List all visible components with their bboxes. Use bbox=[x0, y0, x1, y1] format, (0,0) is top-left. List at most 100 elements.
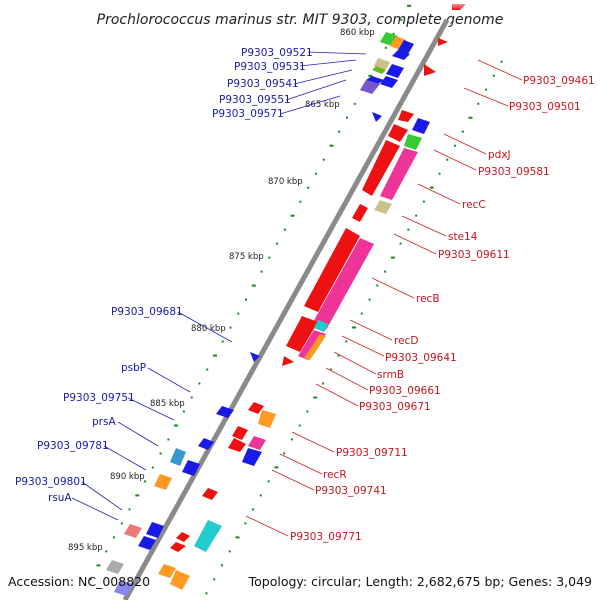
tick-mark bbox=[221, 340, 224, 343]
tick-mark bbox=[144, 480, 147, 483]
gene-arrow[interactable] bbox=[170, 570, 190, 590]
gene-label-right[interactable]: recC bbox=[462, 199, 486, 211]
gene-label-left[interactable]: P9303_09781 bbox=[37, 440, 109, 452]
gene-arrow[interactable] bbox=[258, 410, 276, 428]
gene-arrow[interactable] bbox=[438, 38, 448, 46]
tick-mark bbox=[290, 438, 293, 441]
gene-arrow[interactable] bbox=[380, 76, 398, 88]
gene-arrow[interactable] bbox=[138, 536, 156, 550]
tick-mark bbox=[384, 46, 387, 49]
gene-arrow[interactable] bbox=[398, 40, 414, 54]
gene-arrow[interactable] bbox=[304, 334, 326, 360]
gene-label-left[interactable]: P9303_09801 bbox=[15, 476, 87, 488]
gene-arrow[interactable] bbox=[170, 542, 186, 552]
gene-label-left[interactable]: P9303_09751 bbox=[63, 392, 135, 404]
gene-label-right[interactable]: P9303_09501 bbox=[509, 101, 581, 113]
gene-arrow[interactable] bbox=[424, 64, 436, 76]
tick-mark bbox=[322, 158, 325, 161]
tick-mark bbox=[151, 466, 154, 469]
gene-arrow[interactable] bbox=[250, 352, 260, 362]
gene-arrow[interactable] bbox=[170, 448, 186, 466]
tick-mark bbox=[500, 60, 503, 63]
gene-arrow[interactable] bbox=[182, 460, 200, 476]
tick-mark bbox=[352, 326, 356, 329]
gene-arrow[interactable] bbox=[366, 76, 384, 84]
gene-label-left[interactable]: P9303_09681 bbox=[111, 306, 183, 318]
gene-arrow[interactable] bbox=[380, 148, 418, 200]
gene-label-left[interactable]: prsA bbox=[92, 416, 116, 428]
gene-arrow[interactable] bbox=[412, 118, 430, 134]
gene-arrow[interactable] bbox=[360, 80, 380, 94]
gene-arrow[interactable] bbox=[386, 64, 404, 78]
gene-arrow[interactable] bbox=[282, 356, 294, 366]
gene-arrow[interactable] bbox=[398, 110, 414, 122]
gene-arrow[interactable] bbox=[312, 238, 374, 330]
gene-label-right[interactable]: P9303_09711 bbox=[336, 447, 408, 459]
gene-label-right[interactable]: P9303_09661 bbox=[369, 385, 441, 397]
tick-mark bbox=[283, 228, 286, 231]
gene-label-left[interactable]: P9303_09571 bbox=[212, 108, 284, 120]
gene-label-right[interactable]: recB bbox=[416, 293, 440, 305]
gene-arrow[interactable] bbox=[304, 228, 360, 312]
tick-mark bbox=[446, 158, 449, 161]
tick-mark bbox=[274, 466, 279, 469]
kbp-tick-label: 890 kbp bbox=[110, 472, 145, 482]
gene-label-right[interactable]: P9303_09581 bbox=[478, 166, 550, 178]
gene-label-right[interactable]: P9303_09641 bbox=[385, 352, 457, 364]
tick-mark bbox=[252, 508, 255, 511]
gene-arrow[interactable] bbox=[242, 448, 262, 466]
gene-arrow[interactable] bbox=[404, 134, 422, 150]
gene-arrow[interactable] bbox=[248, 402, 264, 414]
gene-arrow[interactable] bbox=[392, 50, 410, 60]
gene-label-right[interactable]: srmB bbox=[377, 369, 404, 381]
gene-label-left[interactable]: P9303_09531 bbox=[234, 61, 306, 73]
tick-mark bbox=[105, 550, 108, 553]
gene-arrow[interactable] bbox=[194, 520, 222, 552]
gene-label-right[interactable]: P9303_09671 bbox=[359, 401, 431, 413]
tick-mark bbox=[89, 578, 92, 581]
gene-arrow[interactable] bbox=[314, 320, 328, 332]
tick-mark bbox=[260, 270, 263, 273]
gene-arrow[interactable] bbox=[216, 406, 234, 418]
gene-arrow[interactable] bbox=[114, 580, 134, 596]
gene-arrow[interactable] bbox=[202, 488, 218, 500]
gene-arrow[interactable] bbox=[228, 438, 246, 452]
gene-label-right[interactable]: P9303_09461 bbox=[523, 75, 595, 87]
gene-label-right[interactable]: recR bbox=[323, 469, 347, 481]
tick-mark bbox=[368, 298, 371, 301]
tick-mark bbox=[113, 536, 115, 539]
gene-label-left[interactable]: psbP bbox=[121, 362, 146, 374]
gene-arrow[interactable] bbox=[286, 316, 318, 352]
gene-arrow[interactable] bbox=[146, 522, 164, 538]
gene-label-left[interactable]: P9303_09521 bbox=[241, 47, 313, 59]
tick-mark bbox=[268, 256, 271, 259]
gene-arrow[interactable] bbox=[198, 438, 214, 450]
gene-label-right[interactable]: ste14 bbox=[448, 231, 478, 243]
gene-arrow[interactable] bbox=[362, 140, 400, 196]
gene-label-right[interactable]: P9303_09771 bbox=[290, 531, 362, 543]
gene-arrow[interactable] bbox=[374, 200, 392, 214]
tick-mark bbox=[128, 508, 131, 511]
gene-label-left[interactable]: P9303_09541 bbox=[227, 78, 299, 90]
tick-mark bbox=[360, 312, 363, 315]
gene-arrow[interactable] bbox=[232, 426, 248, 440]
gene-arrow[interactable] bbox=[372, 66, 386, 74]
tick-mark bbox=[329, 368, 332, 371]
gene-arrow[interactable] bbox=[124, 524, 142, 538]
gene-label-left[interactable]: rsuA bbox=[48, 492, 72, 504]
gene-label-right[interactable]: P9303_09611 bbox=[438, 249, 510, 261]
gene-label-right[interactable]: pdxJ bbox=[488, 149, 511, 161]
gene-arrow[interactable] bbox=[352, 204, 368, 222]
gene-arrow[interactable] bbox=[388, 124, 408, 142]
gene-arrow[interactable] bbox=[248, 436, 266, 450]
gene-arrow[interactable] bbox=[106, 560, 124, 574]
gene-arrow[interactable] bbox=[372, 112, 382, 122]
tick-mark bbox=[392, 32, 395, 35]
gene-label-left[interactable]: P9303_09551 bbox=[219, 94, 291, 106]
gene-label-right[interactable]: recD bbox=[394, 335, 418, 347]
tick-mark bbox=[306, 410, 309, 413]
gene-arrow[interactable] bbox=[158, 564, 176, 578]
gene-arrow[interactable] bbox=[154, 474, 172, 490]
gene-label-right[interactable]: P9303_09741 bbox=[315, 485, 387, 497]
gene-arrow[interactable] bbox=[176, 532, 190, 542]
